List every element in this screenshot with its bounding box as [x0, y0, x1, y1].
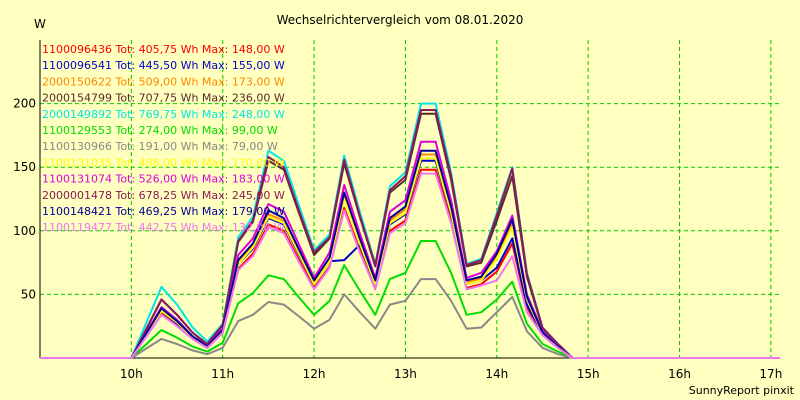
x-tick-label: 17h: [759, 367, 782, 381]
legend-entry-2000001478: 2000001478 Tot: 678,25 Wh Max: 245,00 W: [42, 189, 285, 202]
series-lines: [40, 102, 780, 359]
y-tick-label: 100: [13, 224, 36, 238]
legend-entry-2000150622: 2000150622 Tot: 509,00 Wh Max: 173,00 W: [42, 75, 285, 88]
legend-entry-1100119477: 1100119477 Tot: 442,75 Wh Max: 132,00 W: [42, 221, 285, 234]
legend-entry-1100148421: 1100148421 Tot: 469,25 Wh Max: 179,00 W: [42, 205, 285, 218]
series-line-1100119477: [40, 172, 780, 359]
x-tick-label: 15h: [577, 367, 600, 381]
y-tick-label: 50: [21, 287, 36, 301]
legend-entry-1100131035: 1100131035 Tot: 488,00 Wh Max: 170,00 W: [42, 156, 285, 169]
chart-title: Wechselrichtervergleich vom 08.01.2020: [277, 13, 524, 27]
legend-entry-2000154799: 2000154799 Tot: 707,75 Wh Max: 236,00 W: [42, 92, 285, 105]
legend-entry-1100096436: 1100096436 Tot: 405,75 Wh Max: 148,00 W: [42, 43, 285, 56]
series-line-1100129553: [40, 240, 780, 359]
legend-entry-2000149892: 2000149892 Tot: 769,75 Wh Max: 248,00 W: [42, 108, 285, 121]
x-tick-label: 16h: [668, 367, 691, 381]
y-axis-label: W: [34, 17, 46, 31]
legend: 1100096436 Tot: 405,75 Wh Max: 148,00 W 1…: [42, 43, 285, 234]
axes: 50 100 150 200 10h 11h 12h 13h 14h 15h 16h 17h: [13, 40, 782, 381]
x-tick-label: 14h: [485, 367, 508, 381]
legend-entry-1100129553: 1100129553 Tot: 274,00 Wh Max: 99,00 W: [42, 124, 278, 137]
x-tick-label: 10h: [120, 367, 143, 381]
legend-entry-1100130966: 1100130966 Tot: 191,00 Wh Max: 79,00 W: [42, 140, 278, 153]
y-tick-label: 150: [13, 160, 36, 174]
x-tick-label: 11h: [211, 367, 234, 381]
legend-entry-1100096541: 1100096541 Tot: 445,50 Wh Max: 155,00 W: [42, 59, 285, 72]
x-tick-label: 12h: [303, 367, 326, 381]
legend-entry-1100131074: 1100131074 Tot: 526,00 Wh Max: 183,00 W: [42, 173, 285, 186]
footer-credit: SunnyReport pinxit: [689, 384, 795, 397]
y-tick-label: 200: [13, 97, 36, 111]
grid: [40, 40, 780, 358]
x-tick-label: 13h: [394, 367, 417, 381]
